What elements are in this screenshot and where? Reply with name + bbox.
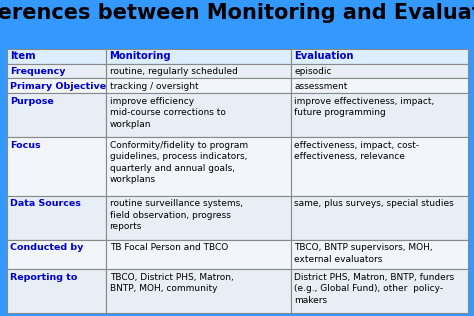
Bar xyxy=(106,64,291,78)
Bar xyxy=(291,269,468,313)
Text: TBCO, District PHS, Matron,
BNTP, MOH, community: TBCO, District PHS, Matron, BNTP, MOH, c… xyxy=(109,273,233,293)
Bar xyxy=(7,240,106,269)
Bar xyxy=(106,269,291,313)
Text: Frequency: Frequency xyxy=(10,67,66,76)
Bar xyxy=(291,78,468,93)
Bar xyxy=(106,240,291,269)
Bar xyxy=(291,64,468,78)
Text: routine surveillance systems,
field observation, progress
reports: routine surveillance systems, field obse… xyxy=(109,199,243,231)
Bar xyxy=(7,196,106,240)
Text: Evaluation: Evaluation xyxy=(294,51,354,61)
Text: Conformity/fidelity to program
guidelines, process indicators,
quarterly and ann: Conformity/fidelity to program guideline… xyxy=(109,141,248,184)
Bar xyxy=(7,269,106,313)
Text: improve efficiency
mid-course corrections to
workplan: improve efficiency mid-course correction… xyxy=(109,97,226,129)
Bar xyxy=(291,137,468,196)
Text: routine, regularly scheduled: routine, regularly scheduled xyxy=(109,67,237,76)
Bar xyxy=(106,137,291,196)
Bar xyxy=(106,78,291,93)
Text: Reporting to: Reporting to xyxy=(10,273,78,282)
Text: Item: Item xyxy=(10,51,36,61)
Bar xyxy=(291,49,468,64)
Text: Data Sources: Data Sources xyxy=(10,199,82,208)
Text: Differences between Monitoring and Evaluation: Differences between Monitoring and Evalu… xyxy=(0,3,474,23)
Bar xyxy=(106,196,291,240)
Bar xyxy=(7,137,106,196)
Text: District PHS, Matron, BNTP, funders
(e.g., Global Fund), other  policy-
makers: District PHS, Matron, BNTP, funders (e.g… xyxy=(294,273,454,305)
Bar xyxy=(7,78,106,93)
Bar xyxy=(7,93,106,137)
Bar xyxy=(291,240,468,269)
Text: TBCO, BNTP supervisors, MOH,
external evaluators: TBCO, BNTP supervisors, MOH, external ev… xyxy=(294,243,433,264)
Text: Monitoring: Monitoring xyxy=(109,51,171,61)
Text: assessment: assessment xyxy=(294,82,347,91)
Text: Primary Objective: Primary Objective xyxy=(10,82,107,91)
Text: Conducted by: Conducted by xyxy=(10,243,84,252)
Text: effectiveness, impact, cost-
effectiveness, relevance: effectiveness, impact, cost- effectivene… xyxy=(294,141,419,161)
Text: tracking / oversight: tracking / oversight xyxy=(109,82,198,91)
Text: improve effectiveness, impact,
future programming: improve effectiveness, impact, future pr… xyxy=(294,97,434,117)
Bar xyxy=(291,93,468,137)
Text: TB Focal Person and TBCO: TB Focal Person and TBCO xyxy=(109,243,228,252)
Text: same, plus surveys, special studies: same, plus surveys, special studies xyxy=(294,199,454,208)
Bar xyxy=(106,49,291,64)
Text: episodic: episodic xyxy=(294,67,332,76)
Bar xyxy=(7,64,106,78)
Bar xyxy=(7,49,106,64)
Text: Purpose: Purpose xyxy=(10,97,54,106)
Bar xyxy=(106,93,291,137)
Bar xyxy=(291,196,468,240)
Text: Focus: Focus xyxy=(10,141,41,150)
